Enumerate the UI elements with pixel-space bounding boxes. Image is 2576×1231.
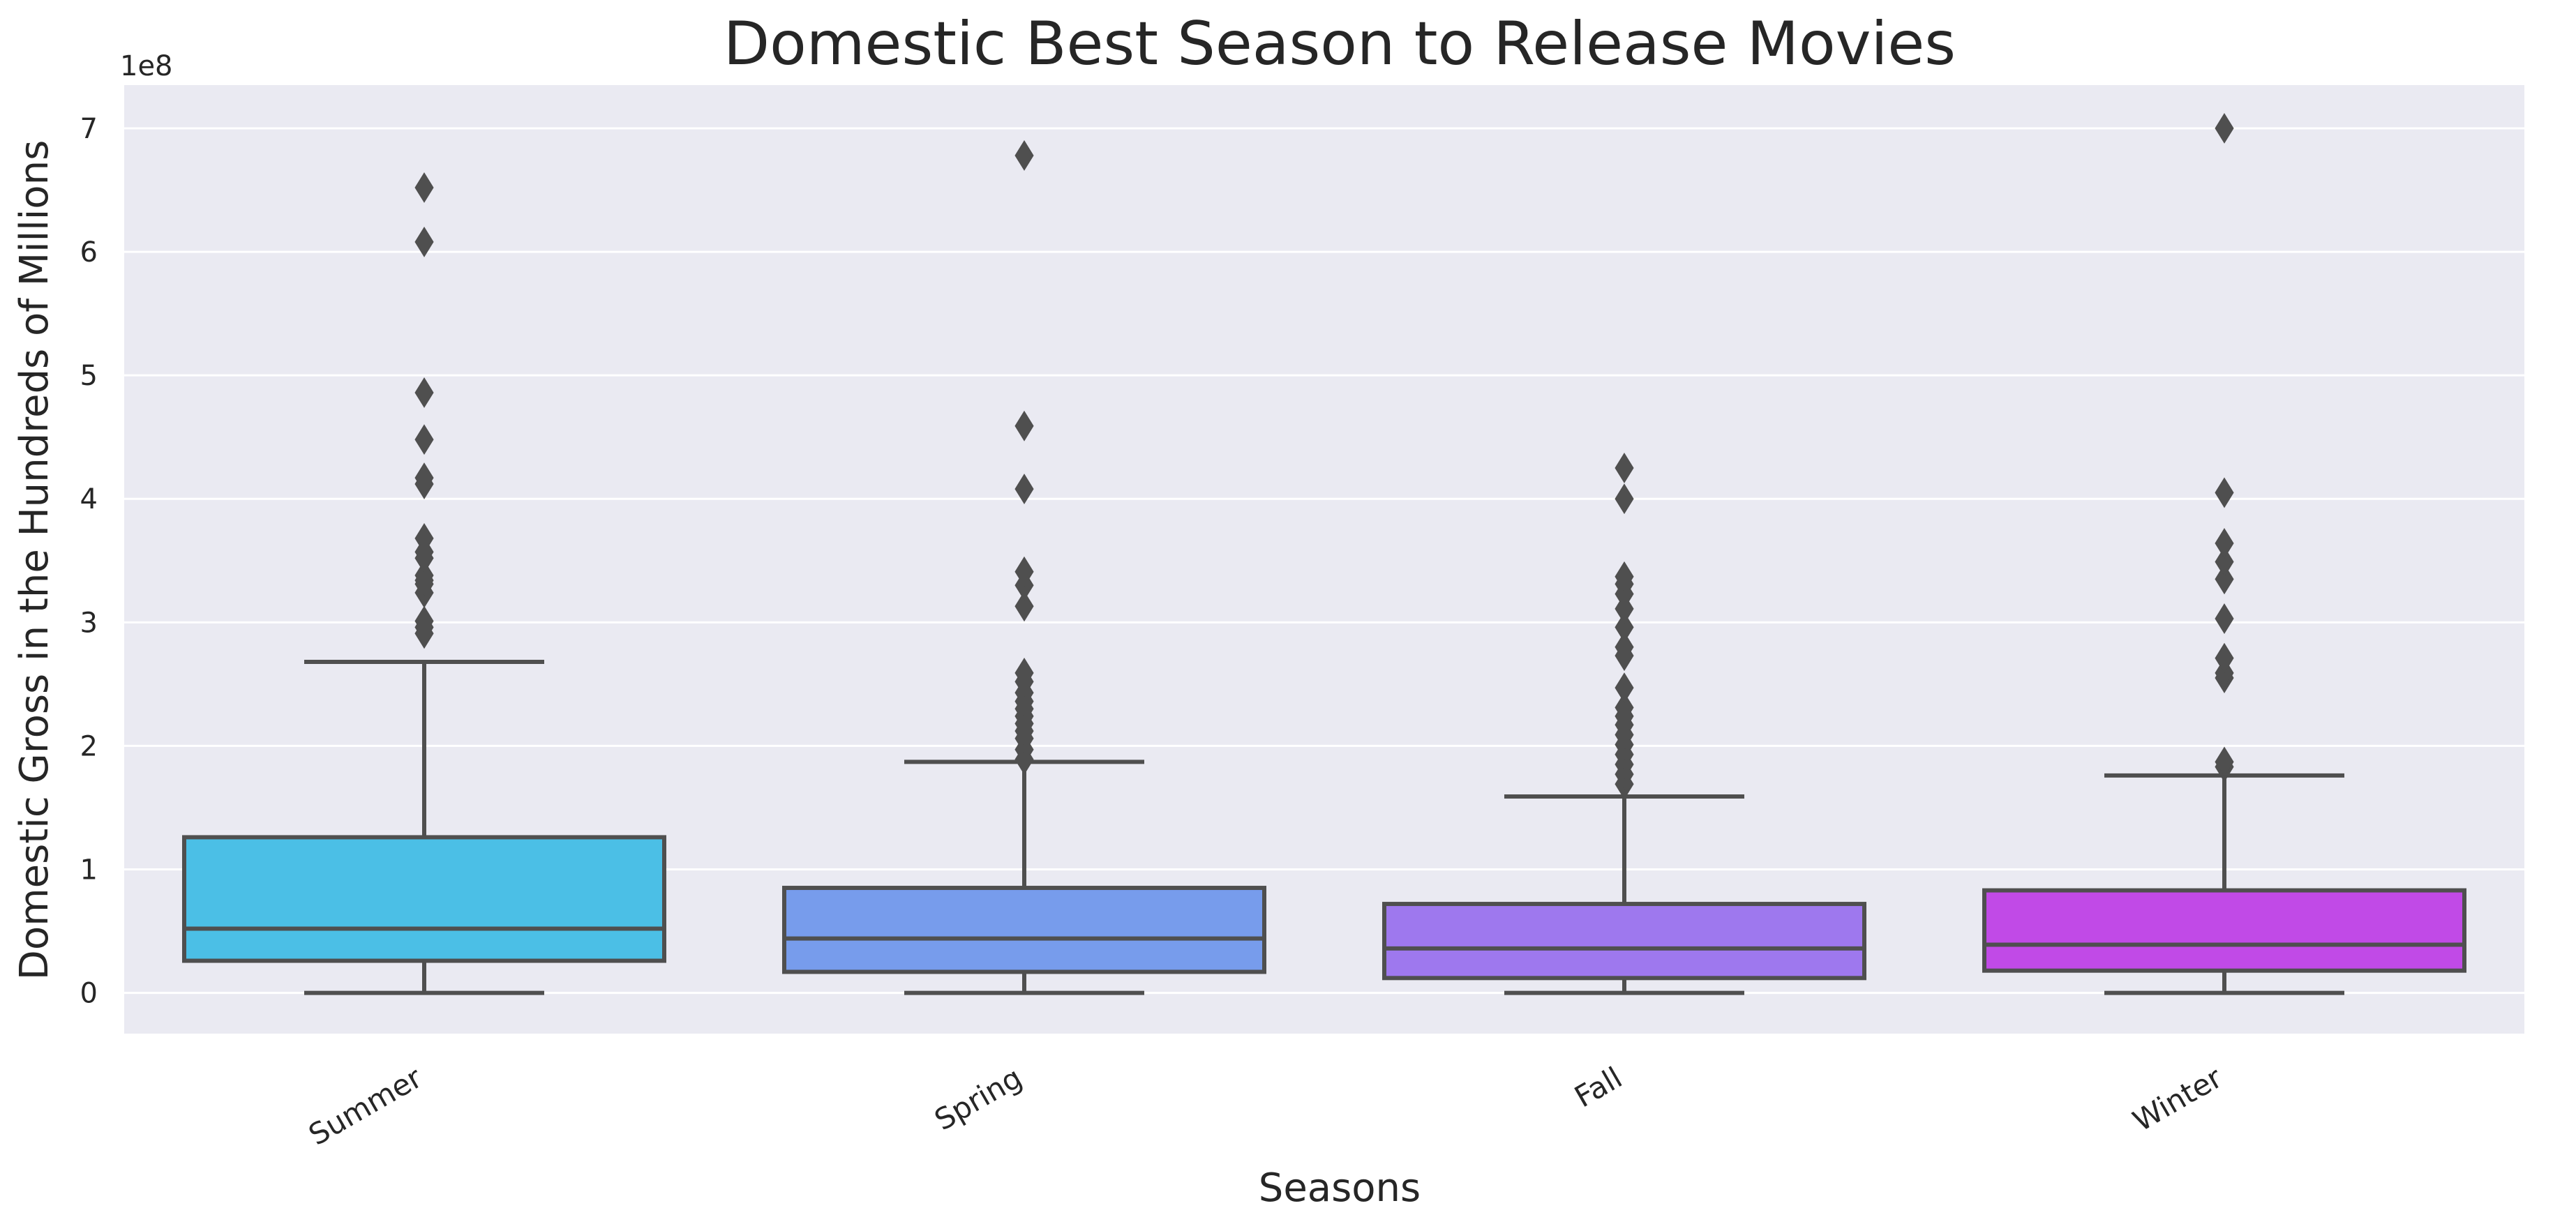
- outlier-point: [1615, 672, 1634, 704]
- outlier-point: [1615, 561, 1634, 592]
- outlier-point: [1014, 556, 1034, 587]
- y-tick-label: 1: [80, 854, 98, 886]
- outlier-point: [2215, 113, 2234, 144]
- x-axis-label: Seasons: [1259, 1165, 1421, 1211]
- y-tick-label: 0: [80, 978, 98, 1010]
- y-tick-label: 7: [80, 113, 98, 145]
- grid-lines: [124, 127, 2524, 995]
- outlier-point: [1014, 657, 1034, 688]
- outlier-point: [414, 377, 434, 408]
- y-tick-label: 5: [80, 360, 98, 392]
- outlier-point: [1615, 692, 1634, 723]
- box-fall: [1382, 453, 1866, 995]
- box-body: [1382, 902, 1866, 981]
- outlier-point: [1615, 631, 1634, 663]
- outlier-point: [1014, 591, 1034, 622]
- box-winter: [1982, 113, 2466, 995]
- box-body: [182, 835, 666, 963]
- outlier-point: [2215, 564, 2234, 595]
- outlier-point: [414, 560, 434, 591]
- outlier-point: [2215, 528, 2234, 559]
- y-tick-label: 3: [80, 607, 98, 639]
- box-body: [782, 886, 1266, 974]
- outlier-point: [1615, 453, 1634, 483]
- y-tick-label: 4: [80, 483, 98, 515]
- outlier-point: [2215, 477, 2234, 508]
- outlier-point: [414, 605, 434, 637]
- outlier-point: [1615, 483, 1634, 515]
- outlier-point: [414, 172, 434, 203]
- y-tick-label: 2: [80, 730, 98, 762]
- outlier-point: [2215, 746, 2234, 778]
- y-axis-label: Domestic Gross in the Hundreds of Millio…: [12, 140, 57, 981]
- outlier-point: [414, 226, 434, 257]
- outlier-point: [414, 522, 434, 554]
- outlier-point: [2215, 603, 2234, 634]
- outlier-point: [1014, 139, 1034, 171]
- box-body: [1982, 888, 2466, 973]
- outlier-point: [1014, 474, 1034, 505]
- outlier-point: [414, 462, 434, 494]
- box-spring: [782, 139, 1266, 995]
- y-axis-offset-text: 1e8: [120, 50, 173, 82]
- outlier-point: [2215, 546, 2234, 577]
- outlier-point: [1014, 410, 1034, 441]
- outlier-point: [2215, 642, 2234, 674]
- y-tick-label: 6: [80, 236, 98, 269]
- boxes-layer: [182, 113, 2466, 995]
- outlier-point: [414, 424, 434, 455]
- box-summer: [182, 172, 666, 995]
- chart-title: Domestic Best Season to Release Movies: [724, 9, 1956, 79]
- outlier-point: [1615, 612, 1634, 643]
